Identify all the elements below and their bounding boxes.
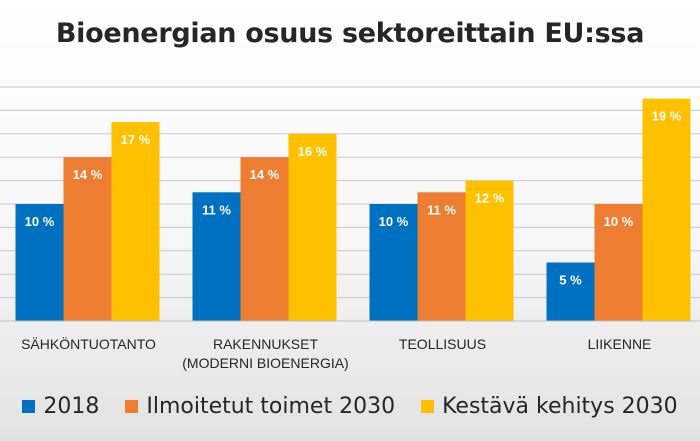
category-label-line1: LIIKENNE (587, 336, 652, 352)
legend-swatch (22, 400, 36, 413)
legend-label: Ilmoitetut toimet 2030 (146, 394, 396, 419)
legend-item: Ilmoitetut toimet 2030 (125, 394, 395, 419)
category-label-line2: (MODERNI BIOENERGIA) (182, 355, 349, 371)
bar (15, 204, 64, 321)
legend-item: Kestävä kehitys 2030 (421, 394, 678, 419)
bar (288, 133, 337, 321)
data-label: 19 % (652, 109, 682, 124)
data-label: 5 % (559, 273, 582, 288)
category-label: LIIKENNE (530, 335, 700, 354)
data-label: 10 % (604, 214, 634, 229)
data-label: 11 % (202, 202, 231, 217)
chart-title: Bioenergian osuus sektoreittain EU:ssa (55, 18, 645, 49)
data-label: 14 % (73, 167, 103, 182)
bar (546, 262, 595, 321)
plot-area: 10 % 14 % 17 % 11 % 14 % 16 % 10 % 11 % 12 % 5 % 1… (0, 86, 700, 322)
bar (63, 157, 112, 321)
bar (192, 192, 241, 321)
data-label: 17 % (121, 132, 151, 147)
category-label: TEOLLISUUS (353, 335, 533, 354)
category-label-line1: RAKENNUKSET (212, 336, 319, 352)
category-label-line1: SÄHKÖNTUOTANTO (21, 336, 156, 352)
bar (642, 98, 691, 321)
category-label: SÄHKÖNTUOTANTO (0, 335, 179, 354)
bar (111, 122, 160, 321)
bar (417, 192, 466, 321)
data-label: 16 % (298, 144, 328, 159)
data-label: 10 % (379, 214, 409, 229)
bar (465, 180, 514, 321)
bar (240, 157, 289, 321)
data-label: 10 % (25, 214, 55, 229)
category-label: RAKENNUKSET (MODERNI BIOENERGIA) (176, 335, 356, 373)
bar (594, 204, 643, 321)
legend-swatch (125, 400, 139, 413)
legend-swatch (421, 400, 435, 413)
legend-item: 2018 (22, 394, 99, 419)
data-label: 14 % (250, 167, 280, 182)
data-label: 11 % (427, 202, 456, 217)
bar (369, 204, 418, 321)
legend: 2018 Ilmoitetut toimet 2030 Kestävä kehity… (0, 372, 700, 441)
data-label: 12 % (475, 191, 505, 206)
category-label-line1: TEOLLISUUS (398, 336, 487, 352)
legend-label: Kestävä kehitys 2030 (442, 394, 678, 419)
legend-label: 2018 (43, 394, 100, 419)
